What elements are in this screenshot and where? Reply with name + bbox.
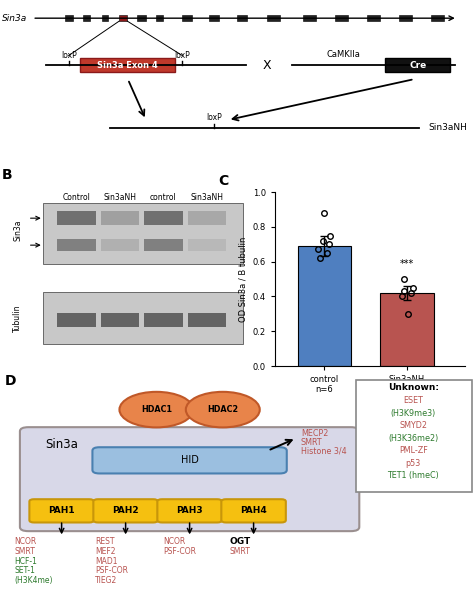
Text: ***: *** bbox=[400, 259, 414, 269]
FancyBboxPatch shape bbox=[356, 380, 472, 492]
Text: Sin3a: Sin3a bbox=[13, 220, 22, 241]
Bar bbox=[182, 15, 192, 21]
Bar bbox=[303, 15, 316, 21]
FancyBboxPatch shape bbox=[93, 499, 158, 523]
Text: PAH4: PAH4 bbox=[240, 506, 267, 515]
Text: MAD1: MAD1 bbox=[95, 557, 117, 566]
Text: Sin3aNH: Sin3aNH bbox=[428, 124, 467, 132]
Text: HID: HID bbox=[181, 455, 199, 465]
Text: (H3K9me3): (H3K9me3) bbox=[391, 409, 436, 418]
Text: HDAC1: HDAC1 bbox=[141, 405, 172, 414]
FancyBboxPatch shape bbox=[20, 427, 359, 531]
Text: TIEG2: TIEG2 bbox=[95, 575, 117, 584]
Text: loxP: loxP bbox=[174, 50, 190, 59]
Text: Cre: Cre bbox=[409, 61, 427, 70]
Bar bbox=[83, 15, 90, 21]
Text: (H3K4me): (H3K4me) bbox=[14, 575, 53, 584]
Bar bbox=[119, 15, 128, 21]
Text: SET-1: SET-1 bbox=[14, 566, 35, 575]
Bar bbox=[144, 211, 182, 225]
Text: PAH2: PAH2 bbox=[112, 506, 139, 515]
Text: PSF-COR: PSF-COR bbox=[95, 566, 128, 575]
Bar bbox=[57, 239, 96, 251]
Text: MECP2: MECP2 bbox=[301, 429, 328, 438]
Bar bbox=[431, 15, 444, 21]
Text: Sin3a: Sin3a bbox=[45, 439, 78, 451]
Circle shape bbox=[186, 392, 260, 427]
Bar bbox=[237, 15, 246, 21]
Text: Unknown:: Unknown: bbox=[388, 383, 439, 392]
Bar bbox=[101, 15, 109, 21]
Bar bbox=[144, 313, 182, 328]
FancyBboxPatch shape bbox=[81, 58, 175, 73]
Text: loxP: loxP bbox=[206, 113, 222, 122]
Text: Control: Control bbox=[63, 193, 91, 202]
Text: control: control bbox=[150, 193, 177, 202]
Text: D: D bbox=[5, 374, 16, 388]
Bar bbox=[335, 15, 348, 21]
Text: NCOR: NCOR bbox=[164, 538, 186, 547]
Bar bbox=[188, 239, 226, 251]
Bar bbox=[399, 15, 412, 21]
Circle shape bbox=[119, 392, 193, 427]
Bar bbox=[100, 313, 139, 328]
Text: SMYD2: SMYD2 bbox=[399, 421, 428, 430]
Text: Sin3a: Sin3a bbox=[1, 14, 27, 23]
Bar bbox=[298, 246, 351, 366]
FancyBboxPatch shape bbox=[157, 499, 222, 523]
Bar bbox=[188, 211, 226, 225]
Bar bbox=[43, 292, 243, 344]
Bar bbox=[100, 211, 139, 225]
Bar bbox=[380, 293, 434, 366]
Bar bbox=[64, 15, 73, 21]
FancyBboxPatch shape bbox=[92, 447, 287, 473]
Bar bbox=[188, 313, 226, 328]
Text: p53: p53 bbox=[406, 458, 421, 468]
Text: PAH1: PAH1 bbox=[48, 506, 75, 515]
Text: SMRT: SMRT bbox=[301, 438, 323, 447]
Text: loxP: loxP bbox=[61, 50, 76, 59]
Text: OGT: OGT bbox=[230, 538, 251, 547]
Text: PML-ZF: PML-ZF bbox=[399, 446, 428, 455]
Bar bbox=[367, 15, 380, 21]
Text: Sin3a Exon 4: Sin3a Exon 4 bbox=[98, 61, 158, 70]
Bar bbox=[57, 211, 96, 225]
Bar bbox=[144, 239, 182, 251]
Bar bbox=[43, 203, 243, 264]
Y-axis label: OD Sin3a / B tubulin: OD Sin3a / B tubulin bbox=[238, 236, 247, 322]
Text: TET1 (hmeC): TET1 (hmeC) bbox=[387, 471, 439, 480]
Text: Sin3aNH: Sin3aNH bbox=[191, 193, 223, 202]
FancyBboxPatch shape bbox=[29, 499, 94, 523]
Bar bbox=[267, 15, 280, 21]
Bar bbox=[156, 15, 163, 21]
Text: HCF-1: HCF-1 bbox=[14, 557, 37, 566]
Bar bbox=[57, 313, 96, 328]
Text: PSF-COR: PSF-COR bbox=[164, 547, 197, 556]
Text: Tubulin: Tubulin bbox=[13, 304, 22, 332]
Text: MEF2: MEF2 bbox=[95, 547, 115, 556]
Text: HDAC2: HDAC2 bbox=[207, 405, 238, 414]
Text: NCOR: NCOR bbox=[14, 538, 36, 547]
Text: C: C bbox=[218, 174, 228, 188]
Text: Sin3aNH: Sin3aNH bbox=[103, 193, 137, 202]
Bar bbox=[137, 15, 146, 21]
Text: REST: REST bbox=[95, 538, 114, 547]
Text: SMRT: SMRT bbox=[230, 547, 251, 556]
FancyBboxPatch shape bbox=[221, 499, 286, 523]
Text: SMRT: SMRT bbox=[14, 547, 35, 556]
Text: B: B bbox=[2, 168, 13, 182]
Bar bbox=[100, 239, 139, 251]
Text: CaMKIIa: CaMKIIa bbox=[327, 50, 361, 59]
Text: (H3K36me2): (H3K36me2) bbox=[388, 434, 438, 443]
Text: X: X bbox=[262, 59, 271, 71]
FancyBboxPatch shape bbox=[385, 58, 450, 73]
Text: A: A bbox=[5, 0, 16, 2]
Text: ESET: ESET bbox=[403, 396, 423, 405]
Text: Histone 3/4: Histone 3/4 bbox=[301, 446, 346, 455]
Bar bbox=[209, 15, 219, 21]
Text: PAH3: PAH3 bbox=[176, 506, 203, 515]
